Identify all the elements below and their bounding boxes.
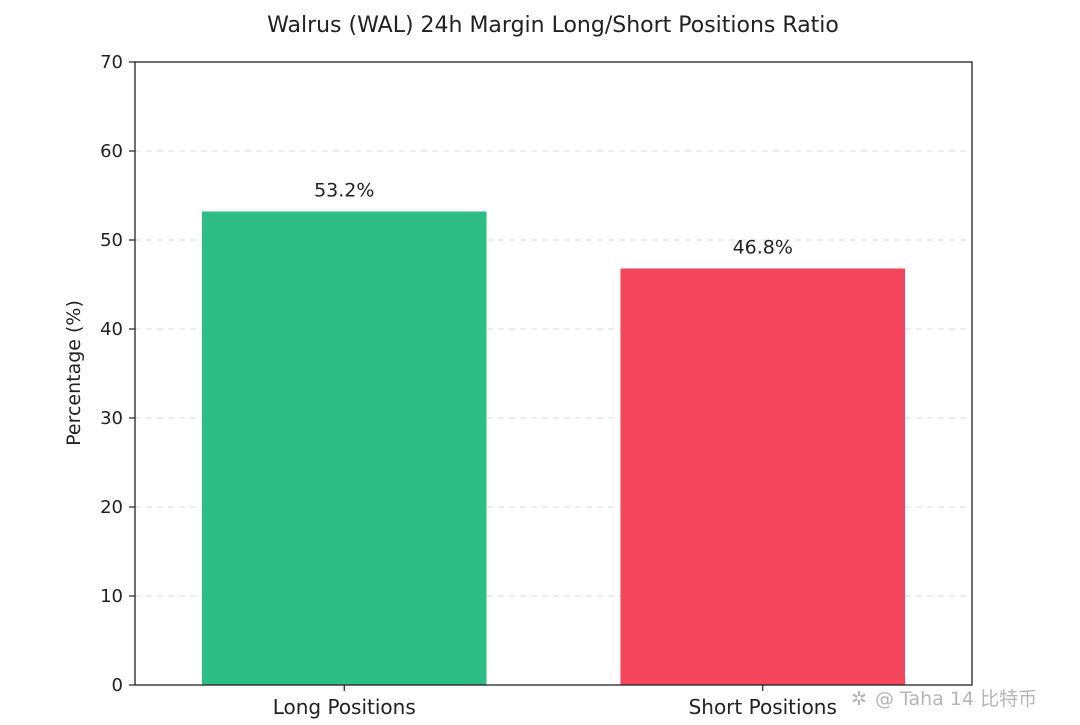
plot-frame (134, 61, 973, 686)
y-tick-label: 20 (100, 497, 123, 518)
chart-title: Walrus (WAL) 24h Margin Long/Short Posit… (267, 13, 839, 38)
watermark-text: @ Taha 14 比特币 (875, 688, 1037, 710)
y-tick-label: 10 (100, 586, 123, 607)
data-label: 46.8% (733, 236, 793, 258)
x-tick-label: Long Positions (273, 695, 416, 719)
data-label: 53.2% (314, 180, 374, 202)
y-tick-label: 70 (100, 52, 123, 73)
y-tick-label: 30 (100, 408, 123, 429)
y-tick-label: 0 (112, 675, 123, 696)
bars: 53.2% 46.8% (201, 180, 906, 685)
y-axis-label: Percentage (%) (63, 300, 85, 446)
y-tick-label: 50 (100, 230, 123, 251)
bar-short-positions (620, 268, 906, 685)
bar-long-positions (201, 211, 487, 685)
y-tick-label: 40 (100, 319, 123, 340)
x-axis-ticks: Long Positions Short Positions (273, 685, 837, 719)
watermark: ✲ @ Taha 14 比特币 (851, 688, 1037, 710)
sparkle-icon: ✲ (851, 688, 867, 710)
y-axis-ticks: 0 10 20 30 40 50 60 70 (100, 52, 135, 696)
y-tick-label: 60 (100, 141, 123, 162)
x-tick-label: Short Positions (689, 695, 837, 719)
